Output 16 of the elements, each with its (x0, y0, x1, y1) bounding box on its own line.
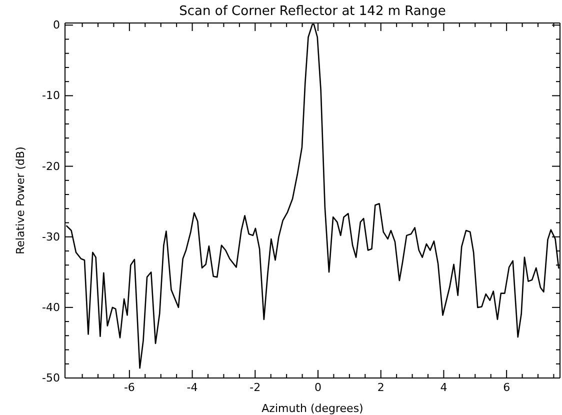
x-tick-label: -2 (250, 380, 261, 394)
y-tick-label: -10 (42, 89, 60, 102)
x-tick-label: 0 (314, 380, 322, 394)
x-tick-label: 2 (377, 380, 384, 394)
y-tick-label: 0 (53, 18, 60, 32)
x-axis-title: Azimuth (degrees) (262, 402, 364, 415)
x-tick-label: -6 (124, 380, 135, 394)
y-tick-label: -30 (42, 230, 60, 244)
y-tick-label: -40 (42, 300, 60, 314)
x-tick-label: 4 (440, 380, 448, 394)
y-axis-title: Relative Power (dB) (14, 146, 27, 254)
chart-title: Scan of Corner Reflector at 142 m Range (179, 4, 446, 19)
y-tick-label: -20 (42, 160, 60, 173)
x-tick-label: 6 (503, 380, 510, 394)
y-tick-label: -50 (42, 372, 60, 385)
x-tick-label: -4 (186, 380, 198, 394)
